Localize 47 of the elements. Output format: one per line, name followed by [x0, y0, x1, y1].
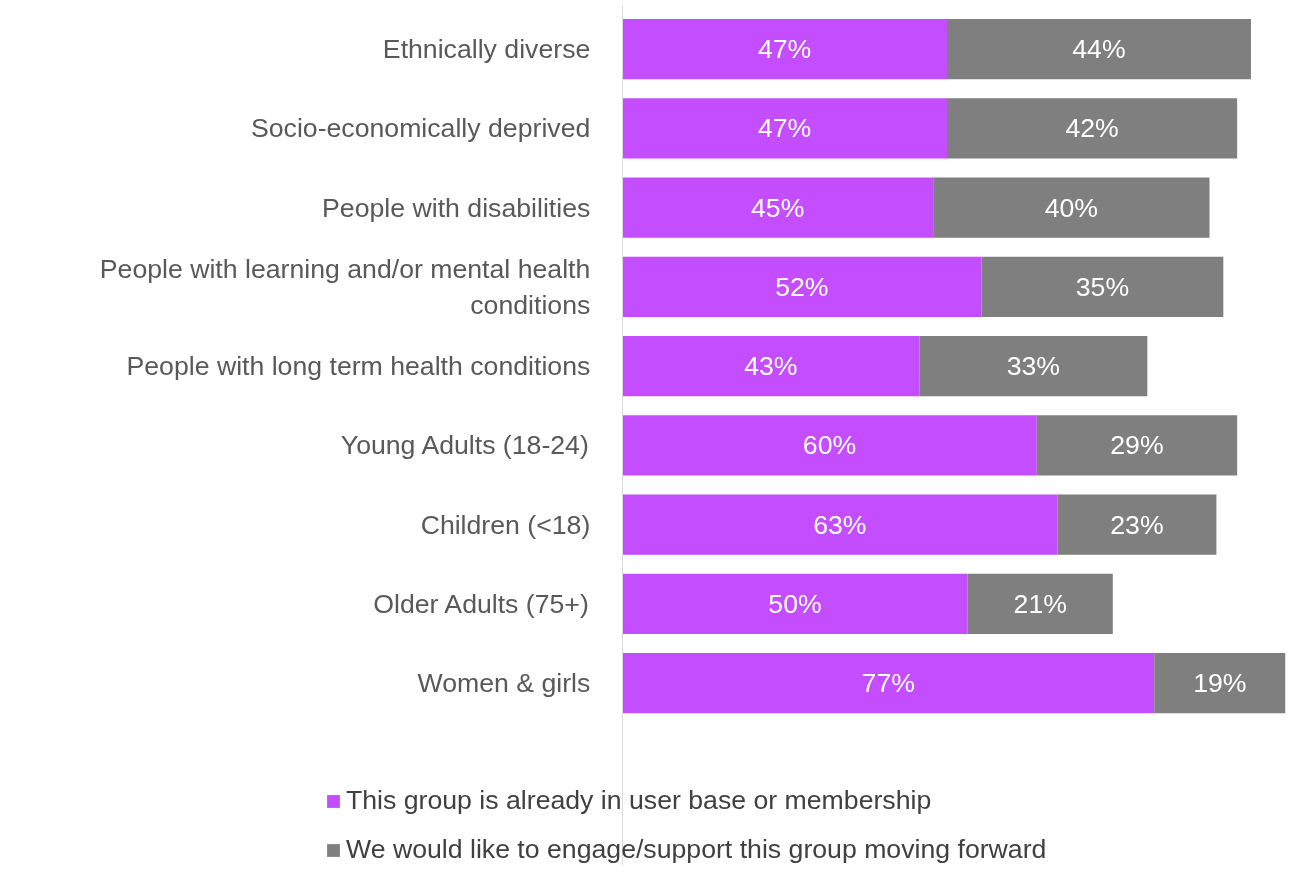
bar	[622, 98, 947, 159]
bar	[933, 177, 1210, 238]
bar	[622, 336, 920, 397]
data-label: 33%	[1006, 351, 1061, 382]
y-tick-label: People with long term health conditions	[126, 351, 591, 382]
data-label: 21%	[1013, 588, 1067, 619]
data-label: 45%	[751, 192, 805, 223]
data-label: 47%	[757, 34, 812, 65]
bar	[946, 98, 1238, 159]
bar	[919, 336, 1148, 397]
bar	[967, 573, 1113, 635]
bar	[622, 573, 968, 635]
bar	[1057, 494, 1217, 555]
bar	[622, 18, 947, 80]
data-label: 43%	[744, 351, 798, 382]
data-label: 40%	[1044, 192, 1099, 223]
data-label: 42%	[1065, 113, 1119, 144]
bar	[1036, 415, 1238, 476]
y-tick-label: People with learning and/or mental health conditions	[99, 253, 591, 320]
bar	[981, 256, 1224, 317]
data-label: 35%	[1075, 271, 1130, 302]
bar	[622, 256, 982, 317]
data-label: 60%	[802, 430, 857, 461]
data-label: 23%	[1110, 509, 1164, 540]
y-tick-label: Ethnically diverse	[382, 34, 591, 65]
data-label: 52%	[775, 271, 829, 302]
bar	[622, 653, 1155, 714]
data-label: 47%	[757, 113, 812, 144]
data-label: 63%	[813, 509, 867, 540]
y-tick-label: Young Adults (18-24)	[340, 430, 589, 461]
data-label: 29%	[1110, 430, 1164, 461]
y-tick-label: Children (<18)	[420, 509, 591, 540]
bar	[622, 494, 1058, 555]
bar	[622, 177, 934, 238]
y-tick-label: Women & girls	[417, 668, 591, 699]
data-label: 44%	[1072, 34, 1126, 65]
legend-label: We would like to engage/support this group moving forward	[346, 834, 1047, 865]
data-label: 77%	[861, 668, 915, 699]
y-tick-label: Socio-economically deprived	[250, 113, 591, 144]
bar	[622, 415, 1037, 476]
y-tick-label: People with disabilities	[322, 192, 591, 223]
data-label: 19%	[1193, 668, 1247, 699]
data-label: 50%	[768, 588, 822, 619]
y-tick-label: Older Adults (75+)	[373, 588, 589, 619]
bar	[1154, 653, 1286, 714]
legend-label: This group is already in user base or membership	[346, 785, 932, 816]
bar	[946, 18, 1251, 80]
